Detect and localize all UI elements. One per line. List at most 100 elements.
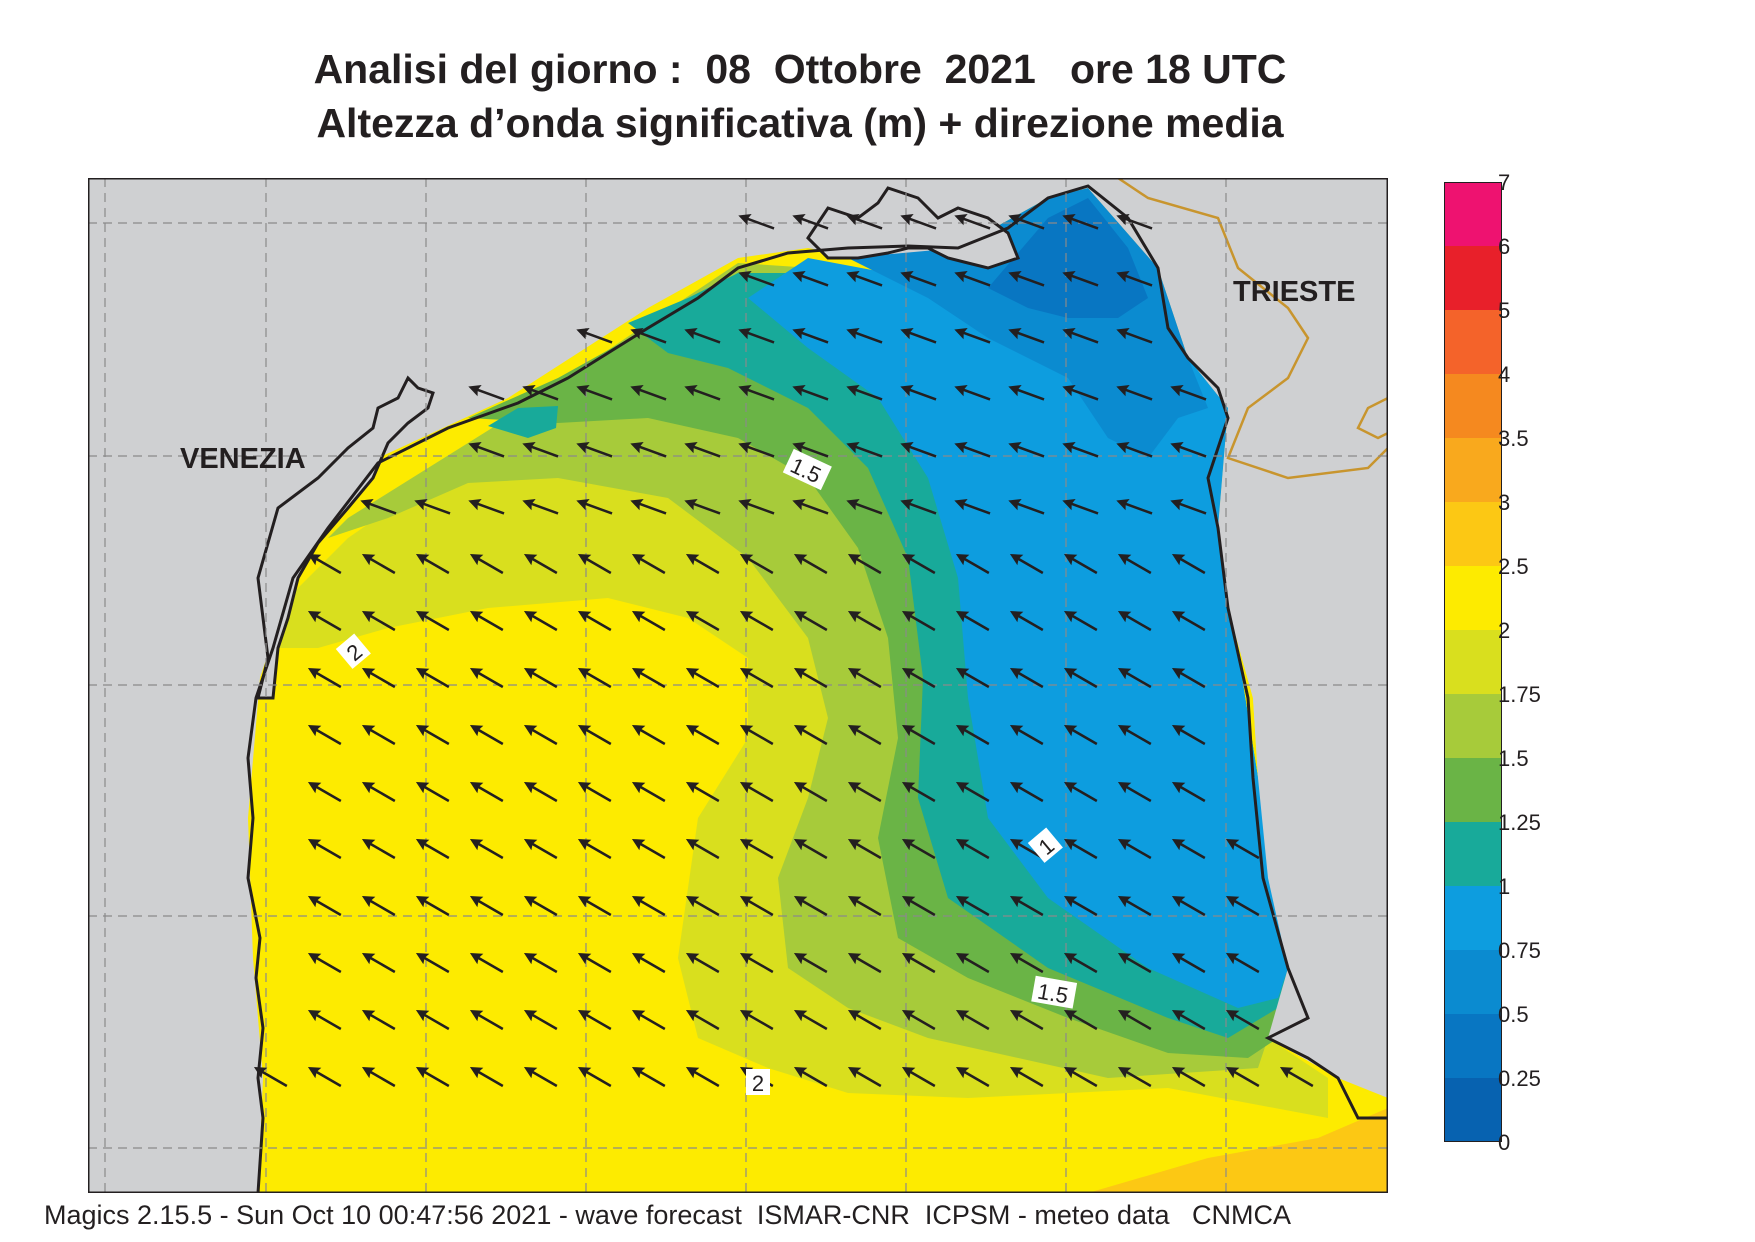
wave-arrow: [1171, 1067, 1206, 1088]
wave-arrow: [577, 782, 612, 803]
wave-arrow: [307, 668, 342, 689]
wave-arrow: [792, 213, 829, 230]
wave-arrow: [739, 839, 774, 860]
wave-arrow: [468, 441, 505, 458]
wave-arrow: [792, 327, 829, 344]
wave-arrow: [1063, 611, 1098, 632]
wave-arrow: [738, 384, 775, 401]
colorbar: [1444, 182, 1502, 1142]
wave-zone-patch: [488, 406, 558, 438]
wave-arrow: [1117, 896, 1152, 917]
wave-arrow: [792, 270, 829, 287]
wave-arrow: [415, 1067, 450, 1088]
wave-arrow: [415, 839, 450, 860]
wave-arrow: [631, 1067, 666, 1088]
wave-arrow: [361, 554, 396, 575]
venetian-lagoon: [256, 375, 435, 700]
colorbar-tick-label: 5: [1498, 298, 1511, 323]
wave-arrow: [738, 270, 775, 287]
wave-arrow: [469, 668, 504, 689]
wave-arrow: [576, 384, 613, 401]
wave-arrow: [955, 554, 990, 575]
wave-arrow: [523, 896, 558, 917]
wave-arrow: [954, 270, 991, 287]
wave-zone-2-5-patch: [1088, 1108, 1388, 1193]
wave-arrow: [685, 725, 720, 746]
wave-arrow: [1008, 498, 1045, 515]
map-title: Analisi del giorno : 08 Ottobre 2021 ore…: [313, 46, 1287, 92]
wave-arrow: [1062, 384, 1099, 401]
wave-arrow: [901, 782, 936, 803]
wave-arrow: [1116, 498, 1153, 515]
wave-arrow: [1063, 725, 1098, 746]
wave-arrow: [469, 839, 504, 860]
wave-arrow: [901, 725, 936, 746]
wave-arrow: [685, 953, 720, 974]
colorbar-tick-label: 7: [1498, 170, 1511, 195]
wave-zone-0-25: [988, 198, 1148, 318]
wave-arrow: [685, 839, 720, 860]
wave-arrow: [1117, 1010, 1152, 1031]
wave-arrow: [1009, 953, 1044, 974]
colorbar-segment: [1444, 950, 1502, 1015]
wave-arrow: [1117, 554, 1152, 575]
wave-arrow: [739, 896, 774, 917]
wave-arrow: [846, 384, 883, 401]
wave-arrow: [577, 896, 612, 917]
wave-arrow: [577, 1067, 612, 1088]
wave-arrow: [415, 554, 450, 575]
wave-arrow: [576, 327, 613, 344]
wave-arrow: [523, 1067, 558, 1088]
wave-arrow: [739, 611, 774, 632]
wave-arrow: [1117, 1067, 1152, 1088]
city-label-venezia: VENEZIA: [180, 443, 306, 475]
wave-arrow: [793, 1010, 828, 1031]
wave-direction-arrows: [253, 213, 1314, 1088]
wave-arrow: [847, 953, 882, 974]
wave-arrow: [1008, 327, 1045, 344]
colorbar-frame: [1444, 182, 1502, 1142]
wave-arrow: [901, 1010, 936, 1031]
wave-arrow: [415, 782, 450, 803]
wave-arrow: [901, 668, 936, 689]
colorbar-tick-label: 1: [1498, 874, 1511, 899]
wave-arrow: [954, 327, 991, 344]
wave-arrow: [684, 384, 721, 401]
wave-arrow: [793, 953, 828, 974]
wave-arrow: [739, 953, 774, 974]
wave-arrow: [847, 782, 882, 803]
wave-arrow: [415, 725, 450, 746]
wave-arrow: [1117, 725, 1152, 746]
wave-arrow: [469, 896, 504, 917]
wave-arrow: [307, 1067, 342, 1088]
colorbar-segment: [1444, 566, 1502, 631]
wave-arrow: [1063, 953, 1098, 974]
wave-arrow: [415, 611, 450, 632]
wave-arrow: [1117, 953, 1152, 974]
wave-arrow: [1063, 896, 1098, 917]
wave-arrow: [1009, 782, 1044, 803]
wave-arrow: [955, 1010, 990, 1031]
wave-arrow: [739, 725, 774, 746]
wave-arrow: [793, 725, 828, 746]
colorbar-tick-label: 0.75: [1498, 938, 1541, 963]
wave-arrow: [361, 611, 396, 632]
wave-arrow: [955, 953, 990, 974]
wave-arrow: [1116, 441, 1153, 458]
contour-label-1-5-south: 1.5: [1031, 975, 1078, 1009]
colorbar-tick-label: 1.5: [1498, 746, 1529, 771]
wave-arrow: [1009, 725, 1044, 746]
wave-arrow: [793, 1067, 828, 1088]
wave-arrow: [847, 668, 882, 689]
wave-arrow: [415, 896, 450, 917]
wave-arrow: [1009, 1010, 1044, 1031]
wave-arrow: [1170, 441, 1207, 458]
wave-arrow: [577, 839, 612, 860]
wave-arrow: [1279, 1067, 1314, 1088]
wave-arrow: [739, 668, 774, 689]
wave-arrow: [1225, 953, 1260, 974]
wave-arrow: [955, 725, 990, 746]
wave-arrow: [469, 953, 504, 974]
wave-arrow: [577, 953, 612, 974]
wave-arrow: [792, 498, 829, 515]
